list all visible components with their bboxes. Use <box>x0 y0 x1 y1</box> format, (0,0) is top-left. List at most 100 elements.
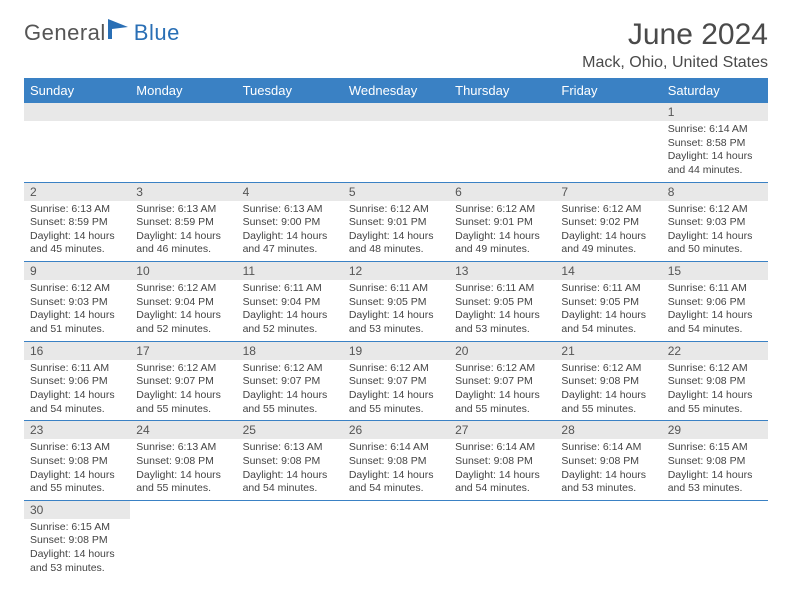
day-header: Friday <box>555 78 661 103</box>
day-line: Sunrise: 6:12 AM <box>349 203 443 217</box>
day-line: Daylight: 14 hours <box>30 389 124 403</box>
day-line: and 51 minutes. <box>30 323 124 337</box>
day-line: Daylight: 14 hours <box>243 389 337 403</box>
calendar-cell <box>343 500 449 579</box>
day-line: Sunrise: 6:11 AM <box>455 282 549 296</box>
day-line: and 54 minutes. <box>668 323 762 337</box>
day-line: Daylight: 14 hours <box>136 389 230 403</box>
day-line: Sunset: 9:08 PM <box>668 455 762 469</box>
day-line: and 55 minutes. <box>455 403 549 417</box>
day-line: Daylight: 14 hours <box>561 309 655 323</box>
day-body: Sunrise: 6:11 AMSunset: 9:05 PMDaylight:… <box>555 280 661 341</box>
day-line: Sunrise: 6:15 AM <box>668 441 762 455</box>
calendar-cell: 3Sunrise: 6:13 AMSunset: 8:59 PMDaylight… <box>130 182 236 262</box>
day-line: Daylight: 14 hours <box>668 469 762 483</box>
day-body: Sunrise: 6:14 AMSunset: 9:08 PMDaylight:… <box>555 439 661 500</box>
calendar-week: 1Sunrise: 6:14 AMSunset: 8:58 PMDaylight… <box>24 103 768 182</box>
day-line: Sunrise: 6:11 AM <box>243 282 337 296</box>
day-number: 19 <box>343 342 449 360</box>
day-number: 15 <box>662 262 768 280</box>
day-number <box>24 103 130 121</box>
day-line: Sunset: 9:08 PM <box>561 455 655 469</box>
day-body: Sunrise: 6:11 AMSunset: 9:06 PMDaylight:… <box>24 360 130 421</box>
day-number: 1 <box>662 103 768 121</box>
day-line: Sunset: 9:03 PM <box>668 216 762 230</box>
day-line: Daylight: 14 hours <box>561 389 655 403</box>
day-line: Daylight: 14 hours <box>668 230 762 244</box>
day-line: Daylight: 14 hours <box>668 309 762 323</box>
calendar-cell: 28Sunrise: 6:14 AMSunset: 9:08 PMDayligh… <box>555 421 661 501</box>
day-line: Daylight: 14 hours <box>455 469 549 483</box>
calendar-cell <box>449 500 555 579</box>
day-line: Sunrise: 6:12 AM <box>136 362 230 376</box>
day-body: Sunrise: 6:12 AMSunset: 9:08 PMDaylight:… <box>662 360 768 421</box>
day-line: Sunset: 9:07 PM <box>136 375 230 389</box>
day-line: Sunrise: 6:14 AM <box>455 441 549 455</box>
calendar-cell <box>555 103 661 182</box>
day-line: and 55 minutes. <box>136 482 230 496</box>
day-body: Sunrise: 6:12 AMSunset: 9:03 PMDaylight:… <box>662 201 768 262</box>
day-number: 26 <box>343 421 449 439</box>
day-line: Sunrise: 6:12 AM <box>30 282 124 296</box>
day-body: Sunrise: 6:13 AMSunset: 8:59 PMDaylight:… <box>24 201 130 262</box>
day-number: 22 <box>662 342 768 360</box>
calendar-cell: 22Sunrise: 6:12 AMSunset: 9:08 PMDayligh… <box>662 341 768 421</box>
day-line: Sunrise: 6:12 AM <box>136 282 230 296</box>
calendar-cell: 17Sunrise: 6:12 AMSunset: 9:07 PMDayligh… <box>130 341 236 421</box>
day-number: 24 <box>130 421 236 439</box>
day-line: Sunset: 8:59 PM <box>136 216 230 230</box>
day-line: Sunrise: 6:11 AM <box>668 282 762 296</box>
calendar-cell: 11Sunrise: 6:11 AMSunset: 9:04 PMDayligh… <box>237 262 343 342</box>
day-line: Sunrise: 6:11 AM <box>30 362 124 376</box>
calendar-cell: 19Sunrise: 6:12 AMSunset: 9:07 PMDayligh… <box>343 341 449 421</box>
title-block: June 2024 Mack, Ohio, United States <box>582 18 768 72</box>
day-number <box>130 103 236 121</box>
day-body: Sunrise: 6:15 AMSunset: 9:08 PMDaylight:… <box>662 439 768 500</box>
day-body: Sunrise: 6:11 AMSunset: 9:04 PMDaylight:… <box>237 280 343 341</box>
day-line: Sunrise: 6:12 AM <box>668 362 762 376</box>
day-line: Daylight: 14 hours <box>30 469 124 483</box>
calendar-week: 23Sunrise: 6:13 AMSunset: 9:08 PMDayligh… <box>24 421 768 501</box>
day-line: Sunset: 9:01 PM <box>455 216 549 230</box>
day-number: 18 <box>237 342 343 360</box>
day-number: 4 <box>237 183 343 201</box>
day-number: 7 <box>555 183 661 201</box>
day-line: Sunset: 9:05 PM <box>455 296 549 310</box>
day-line: Sunrise: 6:13 AM <box>136 441 230 455</box>
day-line: and 55 minutes. <box>349 403 443 417</box>
header: General Blue June 2024 Mack, Ohio, Unite… <box>24 18 768 72</box>
day-line: Sunset: 9:08 PM <box>30 455 124 469</box>
day-line: Daylight: 14 hours <box>243 309 337 323</box>
calendar-cell <box>555 500 661 579</box>
day-body: Sunrise: 6:11 AMSunset: 9:06 PMDaylight:… <box>662 280 768 341</box>
day-number <box>555 103 661 121</box>
day-line: Daylight: 14 hours <box>561 469 655 483</box>
day-line: Daylight: 14 hours <box>349 309 443 323</box>
day-line: Sunrise: 6:12 AM <box>243 362 337 376</box>
calendar-week: 30Sunrise: 6:15 AMSunset: 9:08 PMDayligh… <box>24 500 768 579</box>
day-line: and 52 minutes. <box>136 323 230 337</box>
day-line: Sunset: 9:08 PM <box>455 455 549 469</box>
day-body: Sunrise: 6:13 AMSunset: 9:08 PMDaylight:… <box>24 439 130 500</box>
day-body: Sunrise: 6:13 AMSunset: 9:08 PMDaylight:… <box>237 439 343 500</box>
day-line: Sunset: 9:08 PM <box>668 375 762 389</box>
calendar-cell: 12Sunrise: 6:11 AMSunset: 9:05 PMDayligh… <box>343 262 449 342</box>
calendar-cell: 21Sunrise: 6:12 AMSunset: 9:08 PMDayligh… <box>555 341 661 421</box>
day-body: Sunrise: 6:12 AMSunset: 9:03 PMDaylight:… <box>24 280 130 341</box>
day-line: Sunrise: 6:12 AM <box>561 203 655 217</box>
calendar-body: 1Sunrise: 6:14 AMSunset: 8:58 PMDaylight… <box>24 103 768 579</box>
day-line: Sunset: 9:03 PM <box>30 296 124 310</box>
day-line: Sunrise: 6:14 AM <box>561 441 655 455</box>
day-number: 25 <box>237 421 343 439</box>
day-number: 8 <box>662 183 768 201</box>
day-line: Daylight: 14 hours <box>30 309 124 323</box>
day-body: Sunrise: 6:12 AMSunset: 9:01 PMDaylight:… <box>449 201 555 262</box>
calendar-cell <box>24 103 130 182</box>
day-number <box>343 103 449 121</box>
calendar-cell: 9Sunrise: 6:12 AMSunset: 9:03 PMDaylight… <box>24 262 130 342</box>
day-number <box>237 103 343 121</box>
day-header: Sunday <box>24 78 130 103</box>
logo: General Blue <box>24 20 180 46</box>
day-number: 5 <box>343 183 449 201</box>
day-body: Sunrise: 6:14 AMSunset: 9:08 PMDaylight:… <box>449 439 555 500</box>
